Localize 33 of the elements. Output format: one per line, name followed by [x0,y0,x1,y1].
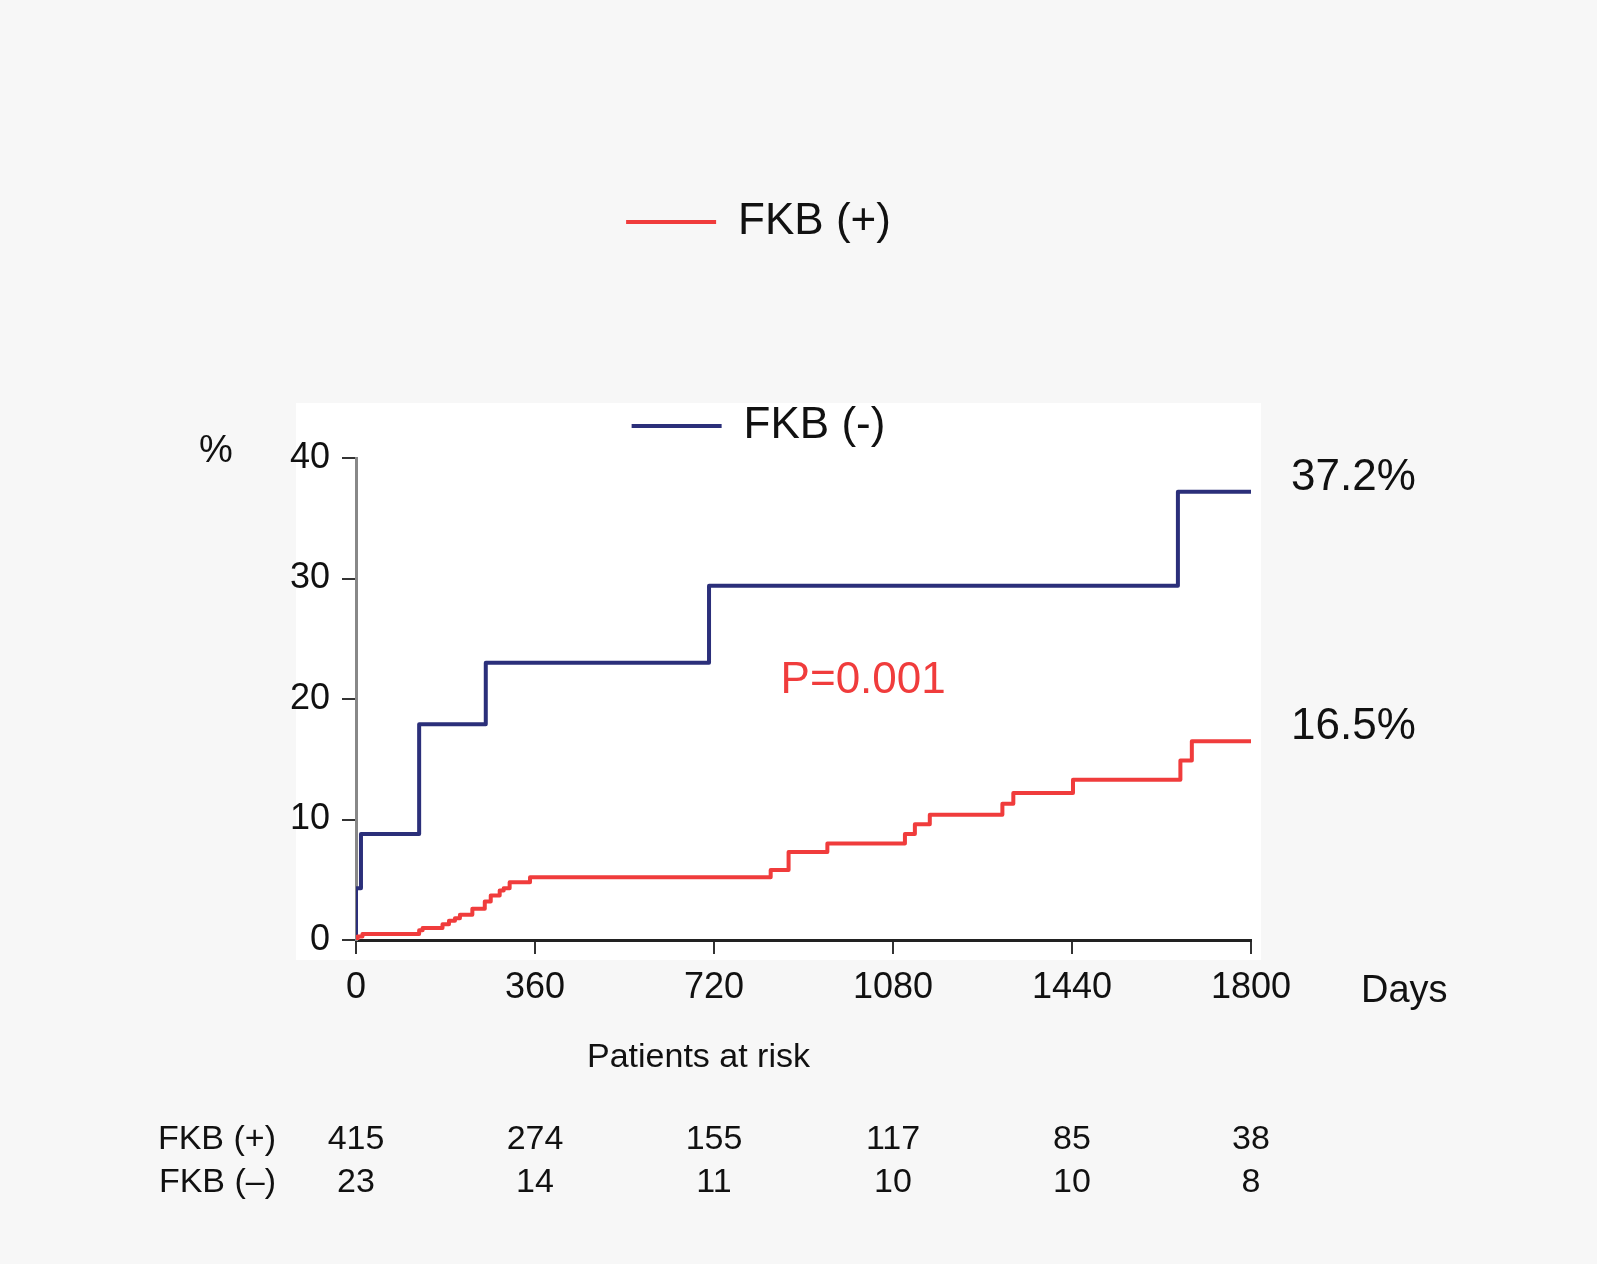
y-tick-label: 0 [309,916,330,958]
text: FKB (–) [158,1161,276,1200]
y-tick-label: 10 [289,796,330,838]
y-axis-title: % [199,428,233,471]
legend-label: FKB (-) [743,398,886,448]
text: 85 [1053,1118,1091,1157]
text: 10 [874,1161,912,1200]
text: 117 [865,1118,921,1157]
x-tick-label: 0 [345,964,367,1006]
annotation: 37.2% [1291,449,1416,499]
text: FKB (+) [157,1118,276,1157]
text: 38 [1232,1118,1270,1157]
annotation: 16.5% [1291,699,1416,749]
y-tick-label: 40 [289,434,330,476]
x-tick-label: 360 [504,964,566,1006]
text: 274 [506,1118,564,1157]
annotation: P=0.001 [780,653,946,703]
x-tick-label: 1800 [1210,964,1292,1006]
text: Patients at risk [587,1036,811,1075]
legend-label: FKB (+) [738,194,891,244]
text: 14 [516,1161,554,1200]
text: 8 [1241,1161,1261,1200]
text: 23 [337,1161,375,1200]
text: 415 [327,1118,385,1157]
text: 10 [1053,1161,1091,1200]
text: 155 [685,1118,743,1157]
y-tick-label: 20 [289,675,330,717]
x-tick-label: 1080 [852,964,934,1006]
text: 11 [696,1161,732,1200]
x-tick-label: 720 [683,964,745,1006]
x-tick-label: 1440 [1031,964,1113,1006]
x-axis-title: Days [1361,968,1448,1011]
y-tick-label: 30 [289,555,330,597]
